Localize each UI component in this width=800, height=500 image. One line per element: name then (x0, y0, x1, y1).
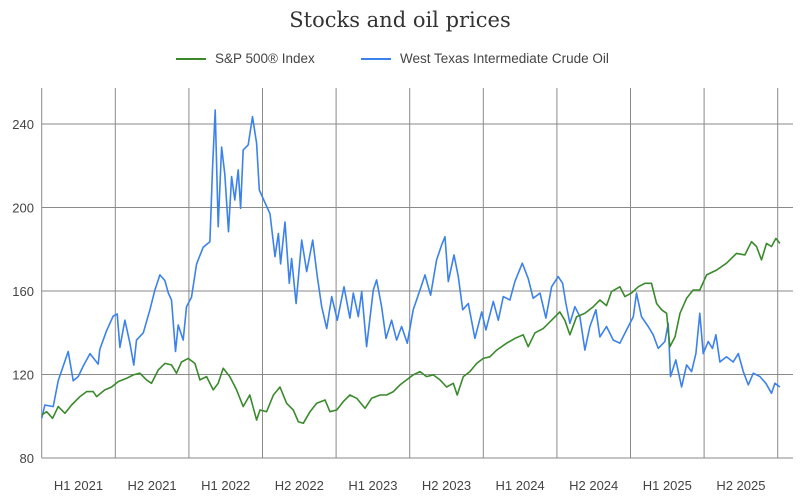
y-tick-label: 80 (20, 451, 34, 466)
x-tick-label: H2 2022 (275, 478, 324, 493)
x-tick-label: H2 2021 (128, 478, 177, 493)
x-tick-label: H1 2023 (348, 478, 397, 493)
legend-label-wti: West Texas Intermediate Crude Oil (400, 51, 609, 66)
x-tick-label: H1 2022 (201, 478, 250, 493)
gridlines (41, 88, 793, 459)
y-tick-label: 240 (12, 117, 34, 132)
legend-item-sp500: S&P 500® Index (176, 51, 315, 66)
y-tick-label: 160 (12, 284, 34, 299)
chart-title: Stocks and oil prices (289, 8, 510, 32)
x-tick-label: H1 2025 (643, 478, 692, 493)
y-tick-label: 120 (12, 368, 34, 383)
x-tick-label: H2 2025 (716, 478, 765, 493)
x-tick-label: H1 2021 (54, 478, 103, 493)
x-tick-label: H2 2024 (569, 478, 618, 493)
y-axis: 80 120 160 200 240 (12, 117, 34, 466)
series-lines (40, 109, 781, 425)
legend-item-wti: West Texas Intermediate Crude Oil (361, 51, 609, 66)
wti-oil-line (40, 109, 781, 419)
x-tick-label: H2 2023 (422, 478, 471, 493)
legend-label-sp500: S&P 500® Index (215, 51, 315, 66)
y-tick-label: 200 (12, 201, 34, 216)
x-tick-label: H1 2024 (496, 478, 545, 493)
sp500-line (41, 237, 781, 425)
legend: S&P 500® Index West Texas Intermediate C… (176, 51, 609, 66)
x-axis: H1 2021 H2 2021 H1 2022 H2 2022 H1 2023 H2 20… (54, 478, 766, 493)
